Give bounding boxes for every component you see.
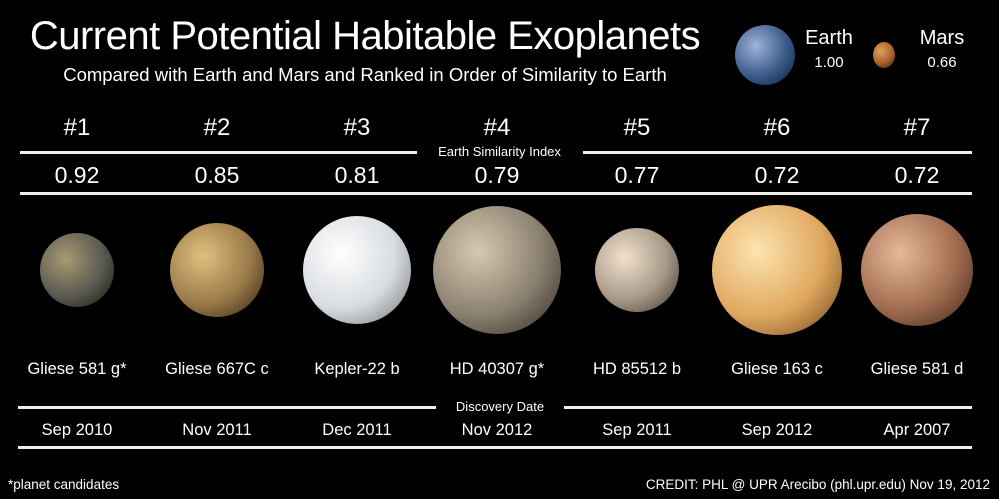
planet-name: Gliese 667C c <box>165 360 269 378</box>
divider <box>20 151 417 154</box>
planet-esi-value: 0.92 <box>54 162 100 188</box>
planet-rank: #2 <box>203 114 231 141</box>
divider <box>583 151 972 154</box>
planet-image <box>303 216 411 324</box>
planet-discovery-date: Sep 2011 <box>602 421 672 439</box>
planet-name: Kepler-22 b <box>314 360 400 378</box>
planet-esi-value: 0.79 <box>474 162 520 188</box>
page-title: Current Potential Habitable Exoplanets <box>29 14 701 58</box>
earth-esi: 1.00 <box>814 54 844 71</box>
earth-label: Earth <box>805 27 853 49</box>
planet-name: Gliese 581 d <box>870 360 964 378</box>
planet-esi-value: 0.85 <box>194 162 240 188</box>
planet-image <box>861 214 973 326</box>
divider <box>18 406 436 409</box>
planet-rank: #6 <box>763 114 791 141</box>
planet-rank: #5 <box>623 114 651 141</box>
planet-discovery-date: Nov 2011 <box>182 421 252 439</box>
planet-rank: #4 <box>483 114 511 141</box>
planet-esi-value: 0.72 <box>894 162 940 188</box>
planet-esi-value: 0.72 <box>754 162 800 188</box>
planet-image <box>170 223 264 317</box>
planet-name: HD 85512 b <box>592 360 682 378</box>
planet-discovery-date: Dec 2011 <box>322 421 392 439</box>
planet-esi-value: 0.81 <box>334 162 380 188</box>
earth-image <box>735 25 795 85</box>
divider <box>564 406 972 409</box>
planet-discovery-date: Sep 2012 <box>741 421 813 439</box>
mars-image <box>873 42 895 68</box>
planet-image <box>712 205 842 335</box>
planet-discovery-date: Sep 2010 <box>41 421 113 439</box>
planet-discovery-date: Apr 2007 <box>883 421 951 439</box>
planet-rank: #7 <box>903 114 931 141</box>
planet-name: HD 40307 g* <box>449 360 545 378</box>
planet-rank: #3 <box>343 114 371 141</box>
mars-label: Mars <box>919 27 965 49</box>
divider <box>20 192 972 195</box>
planet-name: Gliese 163 c <box>731 360 823 378</box>
planet-name: Gliese 581 g* <box>27 360 127 378</box>
divider <box>18 446 972 449</box>
page-subtitle: Compared with Earth and Mars and Ranked … <box>63 64 667 85</box>
candidates-note: *planet candidates <box>8 477 120 492</box>
planet-image <box>595 228 679 312</box>
mars-esi: 0.66 <box>927 54 957 71</box>
date-section-label: Discovery Date <box>455 399 545 414</box>
planet-image <box>40 233 114 307</box>
planet-discovery-date: Nov 2012 <box>461 421 533 439</box>
credit: CREDIT: PHL @ UPR Arecibo (phl.upr.edu) … <box>645 477 990 492</box>
esi-section-label: Earth Similarity Index <box>438 144 561 159</box>
planet-image <box>433 206 561 334</box>
planet-esi-value: 0.77 <box>614 162 660 188</box>
planet-rank: #1 <box>63 114 91 141</box>
